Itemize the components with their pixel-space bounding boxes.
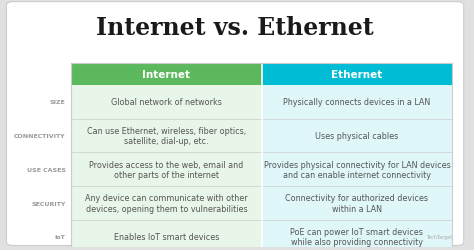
Bar [262,86,452,119]
Text: IoT: IoT [55,234,65,239]
Text: TechTarget: TechTarget [426,234,452,240]
Bar [71,64,262,86]
Text: Provides physical connectivity for LAN devices
and can enable internet connectiv: Provides physical connectivity for LAN d… [264,160,450,179]
Text: Uses physical cables: Uses physical cables [315,132,399,140]
Bar [71,64,452,250]
Bar [262,119,452,153]
Bar [71,86,262,119]
Text: PoE can power IoT smart devices
while also providing connectivity: PoE can power IoT smart devices while al… [291,227,423,246]
Text: Provides access to the web, email and
other parts of the internet: Provides access to the web, email and ot… [89,160,244,179]
Bar [262,153,452,186]
Text: Internet: Internet [142,70,191,80]
Text: Internet vs. Ethernet: Internet vs. Ethernet [96,16,374,40]
Bar [262,64,452,86]
Text: CONNECTIVITY: CONNECTIVITY [14,134,65,138]
Text: Connectivity for authorized devices
within a LAN: Connectivity for authorized devices with… [285,194,428,213]
Text: SIZE: SIZE [50,100,65,105]
Bar [262,186,452,220]
Text: Global network of networks: Global network of networks [111,98,222,107]
Bar [71,153,262,186]
Text: Physically connects devices in a LAN: Physically connects devices in a LAN [283,98,430,107]
Text: Enables IoT smart devices: Enables IoT smart devices [114,232,219,241]
Bar [71,220,262,250]
Bar [262,220,452,250]
Text: Ethernet: Ethernet [331,70,383,80]
Text: USE CASES: USE CASES [27,167,65,172]
Text: Any device can communicate with other
devices, opening them to vulnerabilities: Any device can communicate with other de… [85,194,248,213]
Text: Can use Ethernet, wireless, fiber optics,
satellite, dial-up, etc.: Can use Ethernet, wireless, fiber optics… [87,126,246,146]
FancyBboxPatch shape [7,2,464,246]
Text: SECURITY: SECURITY [31,201,65,206]
Bar [71,119,262,153]
Bar [71,186,262,220]
